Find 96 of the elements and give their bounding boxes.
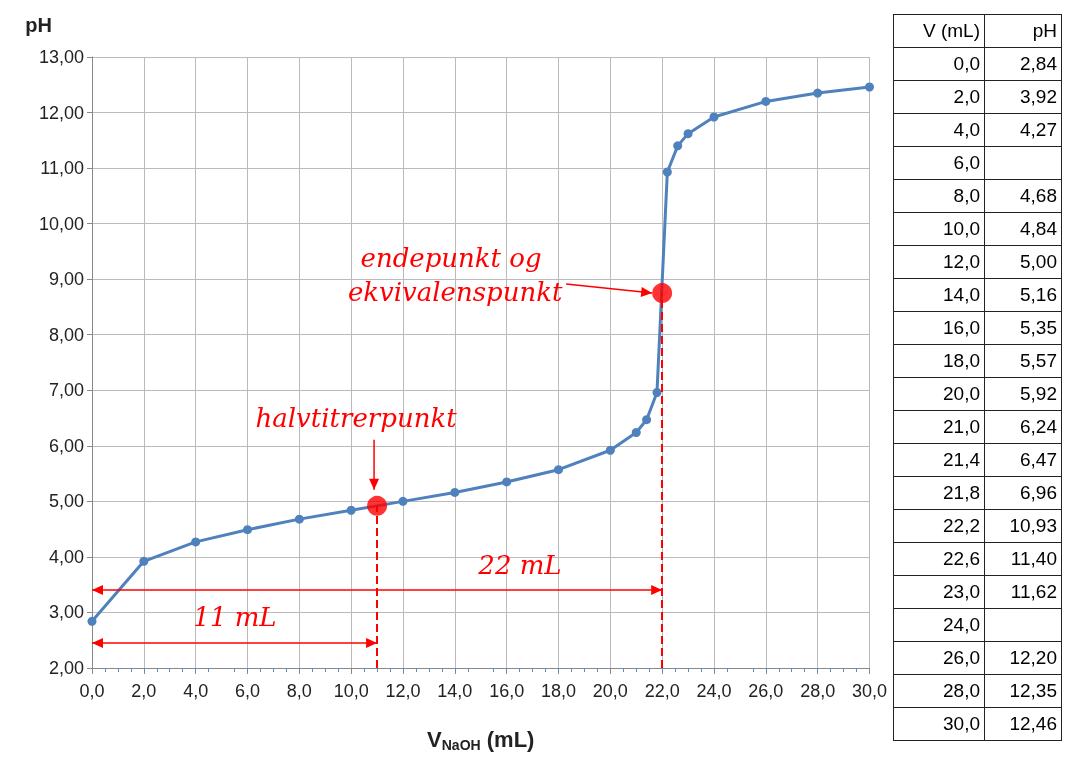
data-label: 3,92 xyxy=(984,80,1062,114)
x-tick-label: 10,0 xyxy=(333,681,369,701)
point xyxy=(554,465,563,475)
x-tick-label: 12,0 xyxy=(385,681,421,701)
point xyxy=(502,477,512,487)
data-label: 5,35 xyxy=(984,311,1062,345)
x-tick-label: 18,0 xyxy=(540,681,577,701)
point xyxy=(367,495,388,516)
x-tick-label: 26,0 xyxy=(748,681,784,701)
y-tick-label: 23,0 xyxy=(893,575,985,609)
x-tick-label: 30,0 xyxy=(851,681,888,701)
annotation: 22 mL xyxy=(477,550,562,580)
point xyxy=(398,496,408,506)
y-tick-label: 6,00 xyxy=(48,435,84,456)
point xyxy=(652,283,673,304)
annotation: 11 mL xyxy=(193,602,277,632)
data-label: 5,57 xyxy=(984,344,1062,378)
data-label: 5,16 xyxy=(984,278,1062,312)
y-tick-label: 26,0 xyxy=(893,641,985,675)
point xyxy=(346,505,356,515)
y-tick-label: 24,0 xyxy=(893,608,985,642)
y-tick-label: 22,2 xyxy=(893,509,985,543)
y-tick-label: 4,00 xyxy=(48,546,84,567)
point xyxy=(683,129,693,139)
x-tick-label: 20,0 xyxy=(592,681,628,701)
point xyxy=(450,487,460,497)
point xyxy=(652,388,662,397)
data-label: 12,35 xyxy=(984,674,1062,708)
data-label: 12,46 xyxy=(984,707,1062,741)
y-tick-label: 20,0 xyxy=(893,377,985,411)
x-tick-label: 4,0 xyxy=(183,681,209,701)
x-tick-label: 22,0 xyxy=(644,681,680,701)
point xyxy=(631,427,641,437)
point xyxy=(605,445,615,455)
data-label: 12,20 xyxy=(984,641,1062,675)
point xyxy=(673,141,683,151)
data-label: 6,47 xyxy=(984,443,1062,477)
y-tick-label: 9,00 xyxy=(48,269,84,290)
x-tick-label: 14,0 xyxy=(437,681,473,701)
data-label: 6,24 xyxy=(984,410,1062,444)
point xyxy=(294,514,304,524)
x-tick-label: 2,0 xyxy=(131,681,157,701)
point xyxy=(139,556,149,566)
data-label: 11,40 xyxy=(984,542,1062,576)
data-label: 4,84 xyxy=(984,212,1062,246)
y-tick-label: 11,00 xyxy=(40,158,84,179)
y-tick-label: 0,0 xyxy=(893,47,985,81)
y-tick-label: 10,0 xyxy=(893,212,985,246)
y-tick-label: 12,00 xyxy=(38,102,84,123)
data-label: 4,27 xyxy=(984,113,1062,147)
data-label: 10,93 xyxy=(984,509,1062,543)
x-tick-label: 6,0 xyxy=(234,681,261,701)
annotation: endepunkt og ekvivalenspunkt xyxy=(347,243,563,308)
point xyxy=(813,88,823,98)
y-tick-label: 4,0 xyxy=(893,113,985,147)
data-label: 2,84 xyxy=(984,47,1062,81)
y-tick-label: 7,00 xyxy=(48,380,84,401)
y-tick-label: 2,00 xyxy=(48,658,84,678)
annotation: halvtitrerpunkt xyxy=(255,402,458,433)
point xyxy=(87,616,97,626)
x-tick-label: 24,0 xyxy=(696,681,732,701)
y-axis-title: pH xyxy=(25,14,52,36)
y-tick-label: 21,0 xyxy=(893,410,985,444)
y-tick-label: 18,0 xyxy=(893,344,985,378)
x-tick-label: 28,0 xyxy=(800,681,836,701)
data-label: 6,96 xyxy=(984,476,1062,510)
y-tick-label: 13,00 xyxy=(38,47,84,67)
x-tick-label: 8,0 xyxy=(286,681,312,701)
y-tick-label: 21,8 xyxy=(893,476,985,510)
y-tick-label: 22,6 xyxy=(893,542,985,576)
point xyxy=(761,96,771,106)
y-tick-label: 10,00 xyxy=(38,213,84,234)
data-label: 4,68 xyxy=(984,179,1062,213)
y-tick-label: 12,0 xyxy=(893,245,985,279)
data-label: 11,62 xyxy=(984,575,1062,609)
y-tick-label: 30,0 xyxy=(893,707,985,741)
y-tick-label: 8,0 xyxy=(893,179,985,213)
point xyxy=(864,82,874,92)
point xyxy=(191,537,201,547)
y-tick-label: 3,00 xyxy=(48,602,84,623)
point xyxy=(243,525,252,535)
y-tick-label: 8,00 xyxy=(48,324,84,345)
point xyxy=(662,167,672,177)
y-tick-label: 6,0 xyxy=(893,146,985,180)
point xyxy=(709,112,719,122)
x-tick-label: 16,0 xyxy=(489,681,525,701)
data-label: 5,00 xyxy=(984,245,1062,279)
y-axis-title: V (mL) xyxy=(893,14,985,48)
y-tick-label: 16,0 xyxy=(893,311,985,345)
y-tick-label: 2,0 xyxy=(893,80,985,114)
y-tick-label: 21,4 xyxy=(893,443,985,477)
x-tick-label: 0,0 xyxy=(79,681,105,701)
point xyxy=(642,415,652,425)
y-tick-label: 5,00 xyxy=(48,491,84,512)
data-label: 5,92 xyxy=(984,377,1062,411)
y-tick-label: 14,0 xyxy=(893,278,985,312)
